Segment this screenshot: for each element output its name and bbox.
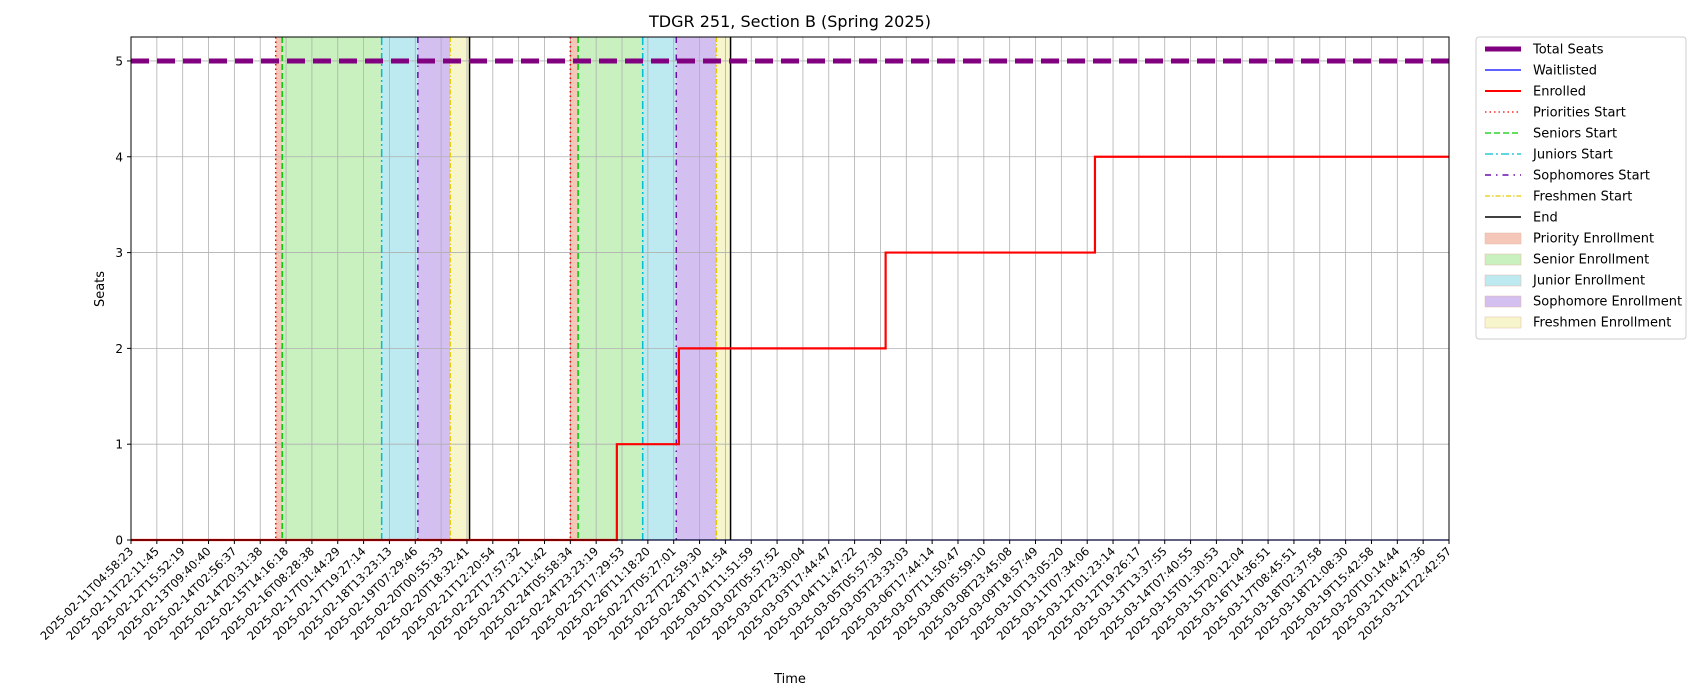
legend-label: Total Seats: [1532, 43, 1604, 58]
legend-label: Freshmen Enrollment: [1533, 316, 1671, 331]
legend-swatch: [1484, 274, 1522, 287]
legend-label: End: [1533, 211, 1558, 226]
phase-band: [381, 37, 418, 540]
y-tick-label: 3: [115, 246, 123, 260]
y-axis-ticks: 0 1 2 3 4 5: [115, 54, 131, 548]
y-tick-label: 4: [115, 150, 123, 164]
legend-label: Juniors Start: [1532, 148, 1613, 163]
y-tick-label: 5: [115, 54, 123, 68]
phase-lines-layer: [274, 37, 732, 540]
legend: Total Seats Waitlisted Enrolled Priorities …: [1475, 36, 1687, 340]
phase-band: [578, 37, 643, 540]
y-tick-label: 1: [115, 438, 123, 452]
legend-label: Seniors Start: [1533, 127, 1617, 142]
x-axis-label: Time: [773, 672, 806, 687]
phase-band: [716, 37, 731, 540]
legend-label: Priority Enrollment: [1533, 232, 1654, 247]
legend-swatch: [1484, 316, 1522, 329]
phase-band: [282, 37, 382, 540]
legend-label: Senior Enrollment: [1533, 253, 1649, 268]
legend-label: Freshmen Start: [1533, 190, 1632, 205]
phase-bands-layer: [275, 37, 731, 540]
legend-frame: [1475, 36, 1687, 340]
phase-band: [450, 37, 470, 540]
phase-band: [642, 37, 677, 540]
phase-band: [570, 37, 579, 540]
legend-label: Priorities Start: [1533, 106, 1626, 121]
phase-band: [676, 37, 717, 540]
legend-label: Sophomore Enrollment: [1533, 295, 1682, 310]
plot-frame: [130, 36, 1450, 541]
legend-label: Waitlisted: [1533, 64, 1597, 79]
phase-band: [417, 37, 451, 540]
phase-band: [275, 37, 283, 540]
legend-label: Sophomores Start: [1533, 169, 1650, 184]
x-axis-ticks: 2025-02-11T04:58:232025-02-11T22:11:4520…: [37, 540, 1454, 643]
legend-items: Total Seats Waitlisted Enrolled Priorities …: [1484, 43, 1682, 331]
legend-label: Junior Enrollment: [1532, 274, 1645, 289]
y-tick-label: 0: [115, 534, 123, 548]
legend-swatch: [1484, 253, 1522, 266]
legend-swatch: [1484, 232, 1522, 245]
y-tick-label: 2: [115, 342, 123, 356]
legend-swatch: [1484, 295, 1522, 308]
y-axis-label: Seats: [93, 271, 108, 307]
series-line: [131, 155, 1449, 542]
chart-title: TDGR 251, Section B (Spring 2025): [648, 12, 931, 31]
legend-label: Enrolled: [1533, 85, 1586, 100]
